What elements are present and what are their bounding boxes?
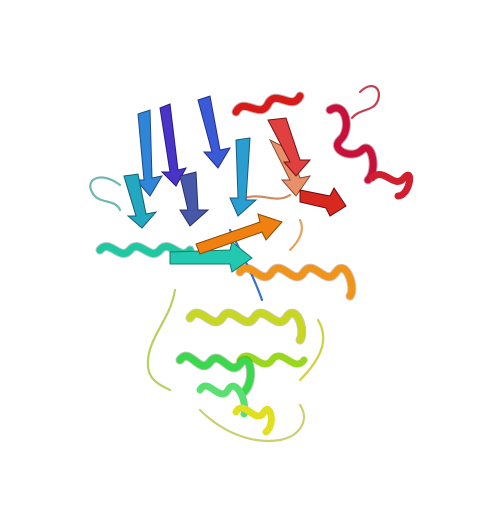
strand-blue-2 [197, 95, 232, 169]
helix-red-top-body [232, 92, 304, 116]
helix-green-body [176, 352, 255, 396]
helix-yellow-body [186, 309, 306, 344]
loop-bottom-right [298, 318, 325, 382]
helix-green [175, 351, 275, 436]
strand-cyan-4 [229, 137, 258, 217]
strand-sky-3 [134, 109, 164, 197]
helix-yellow [185, 308, 308, 368]
helix-yellow-lower [232, 404, 275, 436]
loop-left-cyan [89, 176, 122, 212]
loop-center [238, 193, 292, 202]
loop-mid-orange [288, 218, 304, 252]
strand-red-2 [267, 117, 312, 177]
helix-teal [95, 241, 253, 273]
helix-lime-body [236, 352, 308, 368]
strand-cyan-6 [123, 173, 158, 229]
strand-teal-arrow [169, 241, 253, 273]
loop-lower-left [146, 288, 177, 392]
strand-navy-5 [179, 171, 210, 227]
helix-red [231, 91, 414, 217]
helix-orange-body [236, 264, 356, 300]
strand-orange-arrow [195, 213, 283, 255]
helix-teal-body [96, 243, 194, 257]
strand-purple-1 [159, 103, 187, 187]
loop-top-right [350, 85, 380, 120]
helix-crimson-body [326, 104, 377, 184]
beta-sheet-blue [123, 95, 258, 229]
helix-green-lower [196, 382, 249, 418]
loop-bottom [198, 403, 306, 443]
helix-red-right [368, 171, 414, 200]
strand-red-arrow [299, 187, 347, 217]
